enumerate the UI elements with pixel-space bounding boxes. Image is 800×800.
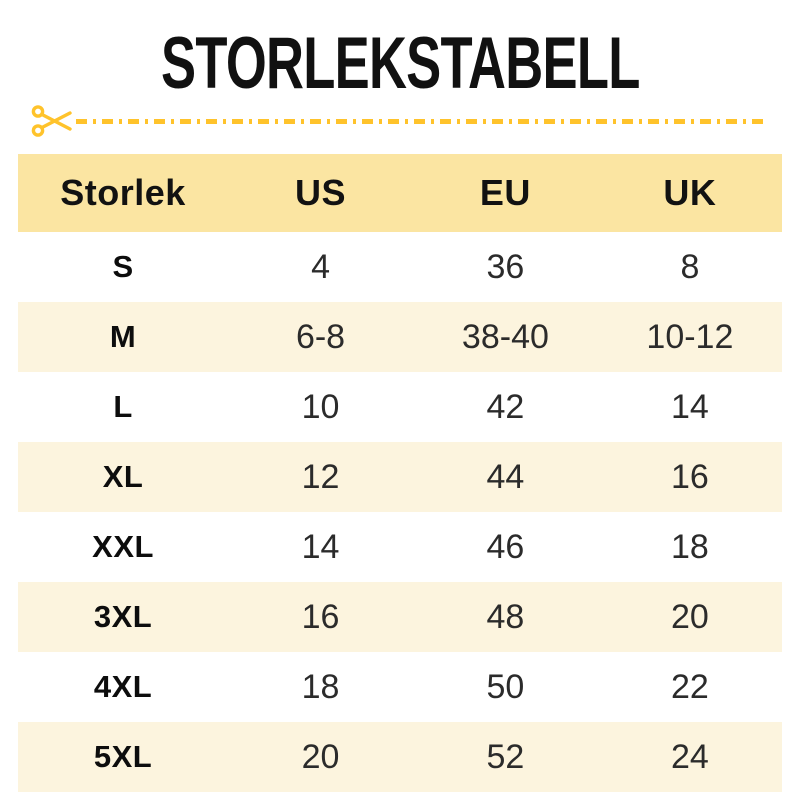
size-label: 5XL	[93, 739, 153, 774]
eu-value: 44	[486, 457, 525, 496]
eu-value: 50	[486, 667, 525, 706]
cut-line	[31, 100, 764, 142]
size-chart-page: STORLEKSTABELL Storlek US EU UK S 4 36 8…	[0, 23, 800, 800]
table-header-row: Storlek US EU UK	[18, 154, 782, 232]
table-row-l: L 10 42 14	[18, 372, 782, 442]
us-value: 18	[301, 667, 340, 706]
eu-value: 46	[486, 527, 525, 566]
us-value: 14	[301, 527, 340, 566]
header-uk: UK	[663, 172, 717, 213]
us-value: 4	[311, 247, 330, 286]
uk-value: 20	[670, 597, 709, 636]
us-value: 10	[301, 387, 340, 426]
table-row-m: M 6-8 38-40 10-12	[18, 302, 782, 372]
eu-value: 42	[486, 387, 525, 426]
size-label: 4XL	[93, 669, 153, 704]
us-value: 6-8	[295, 317, 346, 356]
uk-value: 22	[670, 667, 709, 706]
uk-value: 24	[670, 737, 709, 776]
uk-value: 14	[670, 387, 709, 426]
table-row-4xl: 4XL 18 50 22	[18, 652, 782, 722]
uk-value: 16	[670, 457, 709, 496]
scissors-icon	[31, 105, 72, 137]
us-value: 12	[301, 457, 340, 496]
dashed-cut-line	[76, 118, 764, 124]
header-us: US	[295, 172, 347, 213]
table-row-xxl: XXL 14 46 18	[18, 512, 782, 582]
size-table: Storlek US EU UK S 4 36 8 M 6-8 38-40 10…	[18, 154, 782, 792]
table-row-3xl: 3XL 16 48 20	[18, 582, 782, 652]
size-label: XXL	[92, 529, 154, 564]
page-title-text: STORLEKSTABELL	[160, 23, 640, 104]
uk-value: 10-12	[646, 317, 734, 356]
eu-value: 52	[486, 737, 525, 776]
table-row-s: S 4 36 8	[18, 232, 782, 302]
page-title: STORLEKSTABELL	[0, 23, 800, 104]
us-value: 20	[301, 737, 340, 776]
uk-value: 18	[670, 527, 709, 566]
size-label: S	[112, 249, 134, 284]
eu-value: 48	[486, 597, 525, 636]
uk-value: 8	[680, 247, 700, 286]
size-label: XL	[102, 459, 144, 494]
header-eu: EU	[479, 172, 531, 213]
table-row-xl: XL 12 44 16	[18, 442, 782, 512]
us-value: 16	[301, 597, 340, 636]
size-label: M	[109, 319, 137, 354]
eu-value: 38-40	[461, 317, 549, 356]
header-storlek: Storlek	[60, 172, 186, 213]
size-label: L	[113, 389, 133, 424]
size-label: 3XL	[93, 599, 153, 634]
eu-value: 36	[486, 247, 525, 286]
table-row-5xl: 5XL 20 52 24	[18, 722, 782, 792]
